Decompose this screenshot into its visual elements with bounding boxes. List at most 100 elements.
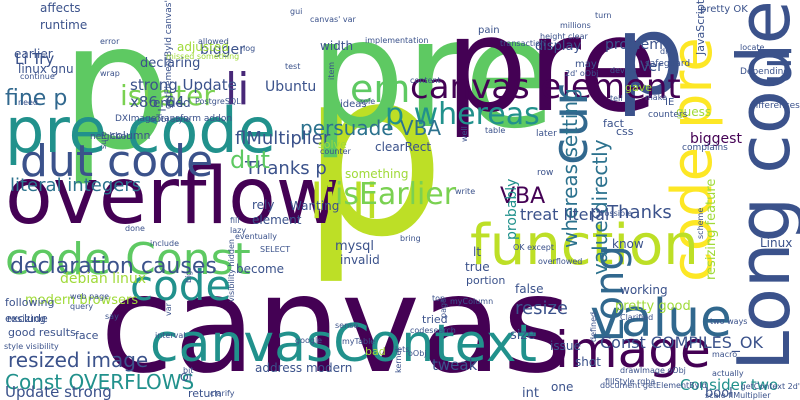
cloud-word: resize — [515, 298, 568, 319]
cloud-word: Linux — [760, 236, 793, 250]
cloud-word: query — [70, 302, 94, 311]
cloud-word: IE — [665, 97, 675, 108]
cloud-word: need — [18, 98, 38, 107]
cloud-word: issue — [550, 339, 581, 353]
cloud-word: p whereas — [385, 97, 540, 132]
cloud-word: value — [590, 289, 733, 349]
cloud-word: scheme — [696, 207, 705, 239]
cloud-word: eventually — [235, 232, 277, 241]
cloud-word: VBA — [500, 184, 546, 209]
cloud-word: table — [485, 126, 506, 135]
cloud-word: scale flMultiplier — [705, 391, 771, 400]
cloud-word: treat literal — [520, 205, 610, 224]
cloud-word: css — [616, 125, 634, 138]
cloud-word: lets — [395, 345, 410, 354]
cloud-word: tried — [422, 313, 448, 326]
cloud-word: li li — [310, 174, 379, 230]
cloud-word: tell — [610, 94, 623, 103]
cloud-word: dut — [230, 146, 270, 174]
cloud-word: Const COMPILES_OK — [600, 333, 763, 352]
cloud-word: p — [60, 0, 172, 189]
cloud-word: tweak — [432, 356, 478, 374]
cloud-word: content — [410, 76, 441, 85]
cloud-word: isLater — [120, 79, 215, 112]
cloud-word: code Const — [5, 234, 251, 285]
cloud-word: element — [252, 213, 302, 227]
cloud-word: log — [243, 44, 256, 53]
cloud-word: probably — [504, 178, 520, 240]
cloud-word: literal integers — [10, 175, 142, 196]
cloud-word: image — [555, 321, 711, 379]
cloud-word: done — [125, 224, 145, 233]
cloud-word: kernel — [394, 348, 403, 373]
cloud-word: declaring — [140, 56, 201, 71]
cloud-word: false — [515, 282, 544, 296]
cloud-word: column — [110, 129, 151, 142]
cloud-word: affects — [40, 1, 81, 15]
cloud-word: face — [75, 329, 99, 342]
cloud-word: Consider two — [680, 376, 779, 394]
cloud-word: oObj — [408, 349, 427, 358]
cloud-word: fine p — [5, 86, 68, 111]
cloud-word: problem — [605, 37, 663, 53]
cloud-word: debian linux — [60, 271, 146, 287]
cloud-word: DXImageTransform addon — [115, 114, 233, 124]
cloud-word: clearRect — [375, 140, 432, 154]
cloud-word: complains — [682, 143, 728, 153]
cloud-word: write — [455, 187, 476, 196]
cloud-word: implementation — [365, 36, 429, 45]
cloud-word: continue — [20, 72, 55, 81]
cloud-word: page — [439, 298, 448, 318]
cloud-word: make — [645, 93, 667, 102]
cloud-word: linux gnu — [18, 62, 74, 76]
cloud-word: document getElementById — [600, 381, 707, 390]
cloud-word: web page — [70, 292, 110, 301]
cloud-word: top — [432, 294, 446, 303]
cloud-word: Wanting — [290, 199, 340, 213]
cloud-word: address modern — [255, 361, 353, 375]
cloud-word: 2d' oObj — [565, 69, 599, 78]
cloud-word: say — [105, 312, 119, 321]
cloud-word: big — [184, 270, 193, 283]
cloud-word: google — [295, 336, 323, 345]
cloud-word: div — [660, 47, 673, 56]
cloud-word: whereas setting — [558, 88, 582, 248]
cloud-word: x86_64 — [130, 93, 185, 111]
cloud-word: return — [188, 387, 222, 400]
cloud-word: safeguard — [645, 59, 691, 69]
cloud-word: know — [612, 237, 644, 251]
cloud-word: persuade VBA — [300, 116, 442, 140]
cloud-word: Clarified — [620, 313, 654, 322]
cloud-word: device — [610, 66, 637, 75]
cloud-word: size — [510, 328, 536, 343]
cloud-word: become — [236, 262, 285, 276]
cloud-word: earlier — [14, 47, 53, 61]
cloud-word: oObj style — [150, 115, 191, 124]
cloud-word: clarify — [210, 389, 235, 398]
cloud-word: Possible — [600, 209, 633, 218]
cloud-word: dut code — [20, 136, 214, 187]
cloud-word: code — [130, 261, 232, 310]
cloud-word: mysql — [335, 239, 374, 254]
cloud-word: PostgreSQL — [195, 97, 241, 106]
cloud-word: myTable — [342, 337, 376, 346]
cloud-word: Ol — [180, 371, 192, 384]
cloud-word: canvas element — [410, 67, 681, 107]
cloud-word: canvas' var — [310, 15, 356, 24]
cloud-word: gui — [290, 7, 303, 16]
cloud-word: exclude — [5, 312, 48, 325]
cloud-word: bring — [400, 234, 421, 243]
cloud-word: neighbor — [90, 132, 131, 142]
cloud-word: modern browsers — [25, 293, 139, 308]
cloud-word: resizing — [7, 314, 46, 325]
cloud-word: fill — [230, 216, 240, 225]
cloud-word: codesearch — [410, 326, 456, 335]
cloud-word: guess — [676, 105, 712, 119]
cloud-word: drawImage oObj — [620, 366, 686, 375]
cloud-word: overflow — [5, 152, 340, 242]
cloud-word: may — [575, 59, 597, 70]
cloud-word: flMultiplier — [235, 128, 331, 149]
cloud-word: SELECT — [260, 245, 291, 254]
cloud-word: biggest — [690, 131, 742, 147]
